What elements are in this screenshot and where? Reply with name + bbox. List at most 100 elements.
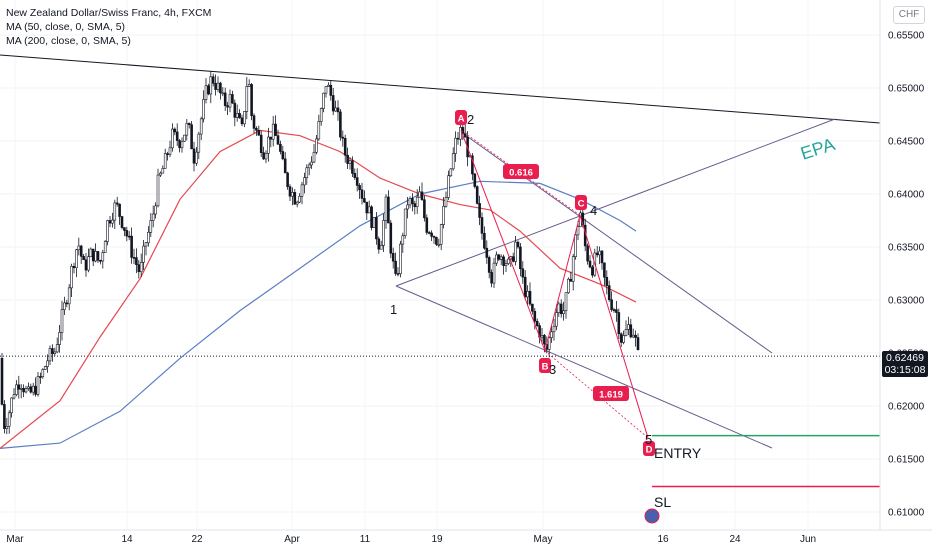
- candle-up: [159, 172, 162, 176]
- candle-down: [533, 310, 537, 322]
- candle-down: [96, 251, 100, 261]
- channel-upper-line[interactable]: [395, 118, 836, 287]
- candle-up: [168, 147, 172, 155]
- point-a-label-bg: [455, 110, 467, 125]
- bar-countdown: 03:15:08: [884, 364, 926, 376]
- candle-down: [411, 198, 414, 204]
- candle-down: [559, 303, 563, 314]
- candle-down: [634, 334, 637, 338]
- symbol-title[interactable]: New Zealand Dollar/Swiss Franc, 4h, FXCM: [6, 7, 212, 19]
- candle-up: [399, 243, 402, 275]
- fib-bd-line: [544, 350, 649, 439]
- ma200-legend[interactable]: MA (200, close, 0, SMA, 5): [6, 35, 131, 47]
- harmonic-abcd-path[interactable]: [460, 130, 649, 438]
- candle-down: [346, 154, 349, 164]
- current-price-tag: 0.62469 03:15:08: [882, 351, 928, 377]
- candle-down: [435, 237, 438, 245]
- chart-legend: New Zealand Dollar/Swiss Franc, 4h, FXCM…: [6, 6, 211, 48]
- candle-down: [115, 202, 119, 205]
- candle-up: [267, 136, 270, 154]
- entry-label: ENTRY: [654, 445, 702, 461]
- candle-down: [377, 238, 381, 250]
- candle-down: [219, 82, 222, 94]
- candle-down: [223, 92, 227, 106]
- candle-up: [439, 224, 443, 245]
- candle-up: [571, 256, 575, 282]
- candle-down: [39, 376, 42, 378]
- x-tick-label: 16: [657, 534, 669, 545]
- candle-up: [144, 242, 148, 247]
- candle-up: [163, 153, 167, 169]
- candle-down: [497, 254, 501, 260]
- candle-down: [478, 203, 481, 218]
- candle-down: [233, 102, 237, 118]
- candle-up: [557, 303, 561, 313]
- candle-up: [149, 220, 153, 233]
- candle-down: [252, 115, 256, 129]
- y-tick-label: 0.64000: [888, 190, 925, 201]
- candle-down: [336, 107, 340, 113]
- candle-down: [274, 123, 277, 136]
- candle-up: [216, 82, 220, 90]
- candle-down: [293, 192, 297, 205]
- candle-up: [43, 366, 47, 370]
- candle-up: [403, 208, 407, 236]
- candle-up: [576, 226, 580, 236]
- candle-down: [607, 285, 611, 301]
- currency-badge[interactable]: CHF: [893, 6, 925, 24]
- candle-down: [288, 186, 292, 197]
- candle-down: [29, 386, 33, 393]
- candle-up: [151, 213, 155, 221]
- candle-up: [87, 256, 90, 271]
- candle-down: [360, 189, 364, 199]
- candle-up: [36, 376, 40, 395]
- candle-up: [348, 160, 352, 164]
- candle-down: [51, 348, 54, 355]
- candle-down: [135, 257, 138, 265]
- moving-averages: [0, 129, 637, 449]
- candle-down: [351, 160, 354, 174]
- candle-up: [41, 369, 45, 377]
- candle-down: [226, 105, 229, 108]
- price-axis[interactable]: 0.65500 0.65000 0.64500 0.64000 0.63500 0.630…: [879, 0, 932, 550]
- candle-up: [106, 220, 109, 242]
- candle-down: [123, 227, 126, 231]
- candle-down: [430, 232, 433, 237]
- chart-grid: [0, 34, 880, 513]
- fib-extension-label: 1.619: [599, 390, 623, 401]
- candle-down: [137, 264, 141, 273]
- ma50-legend[interactable]: MA (50, close, 0, SMA, 5): [6, 21, 126, 33]
- event-flag-icon[interactable]: [644, 508, 660, 524]
- candle-down: [425, 217, 429, 233]
- candle-up: [492, 262, 496, 284]
- point-c-label: C: [578, 199, 585, 210]
- candle-down: [238, 113, 241, 119]
- x-tick-label: 22: [191, 534, 203, 545]
- point-b-label: B: [542, 362, 549, 373]
- candle-up: [327, 84, 330, 87]
- candle-down: [396, 273, 400, 275]
- candle-up: [507, 258, 510, 264]
- candle-up: [631, 334, 635, 338]
- candle-up: [27, 386, 30, 389]
- y-tick-label: 0.64500: [888, 137, 925, 148]
- candle-down: [207, 85, 210, 95]
- candle-down: [485, 247, 489, 258]
- candle-down: [370, 206, 373, 228]
- candle-up: [547, 337, 551, 350]
- time-axis[interactable]: Mar 14 22 Apr 11 19 May 16 24 Jun: [0, 529, 932, 545]
- candle-up: [247, 84, 251, 87]
- channel-lower-line[interactable]: [395, 285, 773, 449]
- candle-up: [504, 263, 508, 266]
- candle-up: [142, 245, 145, 263]
- resistance-trendline[interactable]: [0, 54, 881, 124]
- candle-down: [339, 111, 342, 138]
- wave-3-label: 3: [549, 362, 556, 377]
- candle-up: [209, 76, 213, 95]
- candle-down: [120, 216, 124, 228]
- candle-up: [459, 127, 462, 140]
- candle-down: [240, 117, 244, 125]
- candle-up: [526, 290, 529, 298]
- price-axis-background[interactable]: [880, 0, 932, 550]
